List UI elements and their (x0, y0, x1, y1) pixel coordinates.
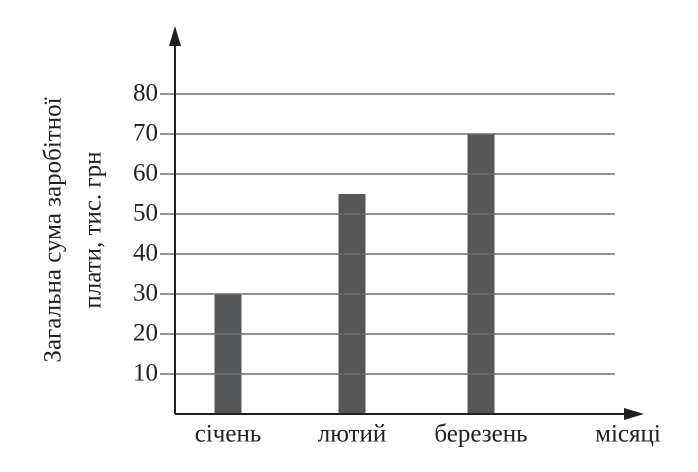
y-tick-label: 50 (133, 200, 158, 227)
x-axis-arrow (624, 408, 644, 420)
y-axis-label: Загальна сума заробітної (40, 97, 67, 362)
y-tick-label: 30 (133, 280, 158, 307)
y-axis-arrow (169, 26, 181, 46)
bar (338, 194, 366, 414)
y-tick-label: 10 (133, 360, 158, 387)
y-tick-label: 40 (133, 240, 158, 267)
x-tick-label: січень (195, 421, 262, 448)
y-axis-label: плати, тис. грн (80, 151, 107, 308)
y-tick-label: 80 (133, 80, 158, 107)
bar (467, 134, 495, 414)
y-tick-label: 20 (133, 320, 158, 347)
x-tick-label: лютий (318, 421, 387, 448)
x-tick-label: березень (434, 421, 527, 448)
y-tick-label: 70 (133, 120, 158, 147)
y-tick-label: 60 (133, 160, 158, 187)
x-axis-label: місяці (595, 421, 661, 448)
bar (214, 294, 242, 414)
